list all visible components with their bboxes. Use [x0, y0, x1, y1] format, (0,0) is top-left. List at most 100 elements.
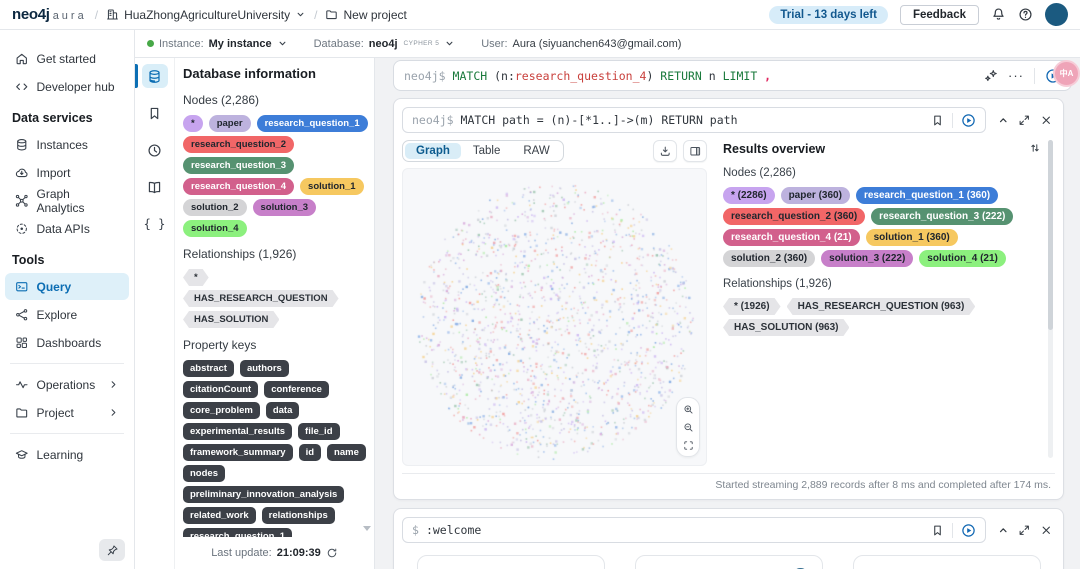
- relationship-count-pill[interactable]: HAS_SOLUTION (963): [723, 319, 849, 336]
- node-label-pill[interactable]: research_question_3: [183, 157, 295, 174]
- more-options-icon[interactable]: ···: [1008, 67, 1024, 83]
- fit-to-view-icon[interactable]: [679, 437, 697, 453]
- node-label-pill[interactable]: research_question_1: [256, 115, 368, 132]
- node-label-pill[interactable]: solution_3: [252, 199, 317, 216]
- sidebar-item-query[interactable]: Query: [5, 273, 129, 300]
- property-key-pill[interactable]: conference: [264, 381, 329, 398]
- node-label-pill[interactable]: solution_4: [183, 220, 247, 237]
- rerun-query-button[interactable]: [961, 523, 976, 538]
- scroll-down-indicator[interactable]: [363, 526, 371, 531]
- property-key-pill[interactable]: preliminary_innovation_analysis: [183, 486, 345, 503]
- node-count-pill[interactable]: research_question_2 (360): [723, 208, 866, 225]
- sidebar-item-learning[interactable]: Learning: [5, 441, 129, 468]
- relationship-count-pill[interactable]: * (1926): [723, 298, 781, 315]
- download-icon[interactable]: [653, 140, 677, 162]
- database-selector[interactable]: Database: neo4j CYPHER 5: [314, 38, 456, 50]
- parameters-tab[interactable]: { }: [142, 212, 168, 236]
- overview-scrollbar[interactable]: [1048, 140, 1053, 458]
- welcome-query-bar[interactable]: $ :welcome: [402, 517, 986, 543]
- user-avatar[interactable]: [1045, 3, 1068, 26]
- node-label-pill[interactable]: solution_2: [183, 199, 247, 216]
- property-key-pill[interactable]: name: [327, 444, 366, 461]
- graph-visualization[interactable]: [402, 168, 707, 466]
- database-info-tab[interactable]: [141, 64, 168, 88]
- property-key-pill[interactable]: data: [265, 402, 300, 419]
- sidebar-item-operations[interactable]: Operations: [5, 371, 129, 398]
- property-key-pill[interactable]: experimental_results: [183, 423, 293, 440]
- expand-frame-icon[interactable]: [1018, 524, 1031, 537]
- tab-raw[interactable]: RAW: [523, 145, 550, 157]
- node-count-pill[interactable]: solution_4 (21): [919, 250, 1006, 267]
- bookmark-icon[interactable]: [931, 114, 944, 127]
- tab-graph[interactable]: Graph: [405, 143, 461, 159]
- close-frame-icon[interactable]: [1040, 114, 1053, 127]
- saved-cypher-tab[interactable]: [142, 101, 168, 125]
- translate-extension-badge[interactable]: 中A: [1053, 60, 1080, 87]
- sidebar-item-graph-analytics[interactable]: Graph Analytics: [5, 187, 129, 215]
- property-key-pill[interactable]: nodes: [183, 465, 225, 482]
- chevron-down-icon[interactable]: [295, 9, 306, 20]
- property-key-pill[interactable]: related_work: [183, 507, 256, 524]
- node-count-pill[interactable]: solution_1 (360): [865, 229, 958, 246]
- node-count-pill[interactable]: solution_2 (360): [723, 250, 816, 267]
- relationship-type-pill[interactable]: *: [183, 269, 209, 286]
- guides-tab[interactable]: [142, 175, 168, 199]
- neo4j-logo[interactable]: neo4j aura: [12, 6, 87, 23]
- relationship-count-pill[interactable]: HAS_RESEARCH_QUESTION (963): [787, 298, 976, 315]
- collapse-frame-icon[interactable]: [997, 524, 1010, 537]
- side-panel-toggle-icon[interactable]: [683, 140, 707, 162]
- expand-frame-icon[interactable]: [1018, 114, 1031, 127]
- rerun-query-button[interactable]: [961, 113, 976, 128]
- sidebar-item-explore[interactable]: Explore: [5, 301, 129, 328]
- sidebar-item-instances[interactable]: Instances: [5, 131, 129, 158]
- sidebar-item-data-apis[interactable]: Data APIs: [5, 215, 129, 242]
- sidebar-item-project[interactable]: Project: [5, 399, 129, 426]
- sidebar-item-get-started[interactable]: Get started: [5, 45, 129, 72]
- ai-sparkle-icon[interactable]: [984, 69, 998, 83]
- breadcrumb-project[interactable]: New project: [325, 8, 407, 22]
- node-count-pill[interactable]: * (2286): [723, 187, 775, 204]
- node-label-pill[interactable]: paper: [208, 115, 251, 132]
- collapse-frame-icon[interactable]: [997, 114, 1010, 127]
- property-key-pill[interactable]: core_problem: [183, 402, 260, 419]
- node-label-pill[interactable]: solution_1: [300, 178, 364, 195]
- node-label-pill[interactable]: research_question_2: [183, 136, 295, 153]
- instance-selector[interactable]: Instance: My instance: [147, 38, 288, 50]
- refresh-icon[interactable]: [326, 547, 338, 559]
- node-count-pill[interactable]: paper (360): [780, 187, 850, 204]
- property-key-pill[interactable]: abstract: [183, 360, 234, 377]
- property-key-pill[interactable]: authors: [239, 360, 289, 377]
- sidebar-item-developer-hub[interactable]: Developer hub: [5, 73, 129, 100]
- relationship-type-pill[interactable]: HAS_RESEARCH_QUESTION: [183, 290, 339, 307]
- node-count-pill[interactable]: research_question_3 (222): [871, 208, 1014, 225]
- sort-icon[interactable]: [1029, 142, 1041, 154]
- sidebar-item-dashboards[interactable]: Dashboards: [5, 329, 129, 356]
- history-tab[interactable]: [142, 138, 168, 162]
- property-key-pill[interactable]: file_id: [298, 423, 340, 440]
- pin-sidebar-button[interactable]: [99, 539, 125, 561]
- tab-table[interactable]: Table: [472, 145, 501, 157]
- sidebar-item-import[interactable]: Import: [5, 159, 129, 186]
- relationship-type-pill[interactable]: HAS_SOLUTION: [183, 311, 279, 328]
- graph-visualization-canvas[interactable]: [403, 169, 706, 465]
- property-key-pill[interactable]: relationships: [261, 507, 335, 524]
- scrollbar-thumb[interactable]: [1048, 140, 1053, 330]
- property-key-pill[interactable]: id: [298, 444, 322, 461]
- breadcrumb-organization[interactable]: HuaZhongAgricultureUniversity: [106, 8, 306, 22]
- node-label-pill[interactable]: *: [183, 115, 203, 132]
- feedback-button[interactable]: Feedback: [899, 4, 979, 25]
- dataset-card[interactable]: DATASET: [634, 555, 823, 569]
- empty-card[interactable]: [852, 555, 1041, 569]
- zoom-out-icon[interactable]: [679, 419, 697, 435]
- cypher-editor[interactable]: neo4j$ MATCH (n:research_question_4) RET…: [393, 60, 1072, 91]
- node-count-pill[interactable]: research_question_1 (360): [855, 187, 999, 204]
- guide-card[interactable]: GUIDE: [416, 555, 605, 569]
- result-query-bar[interactable]: neo4j$ MATCH path = (n)-[*1..]->(m) RETU…: [402, 107, 986, 133]
- property-key-pill[interactable]: citationCount: [183, 381, 259, 398]
- bookmark-icon[interactable]: [931, 524, 944, 537]
- notifications-bell-icon[interactable]: [991, 7, 1006, 22]
- help-icon[interactable]: [1018, 7, 1033, 22]
- property-key-pill[interactable]: framework_summary: [183, 444, 293, 461]
- close-frame-icon[interactable]: [1040, 524, 1053, 537]
- node-count-pill[interactable]: solution_3 (222): [821, 250, 914, 267]
